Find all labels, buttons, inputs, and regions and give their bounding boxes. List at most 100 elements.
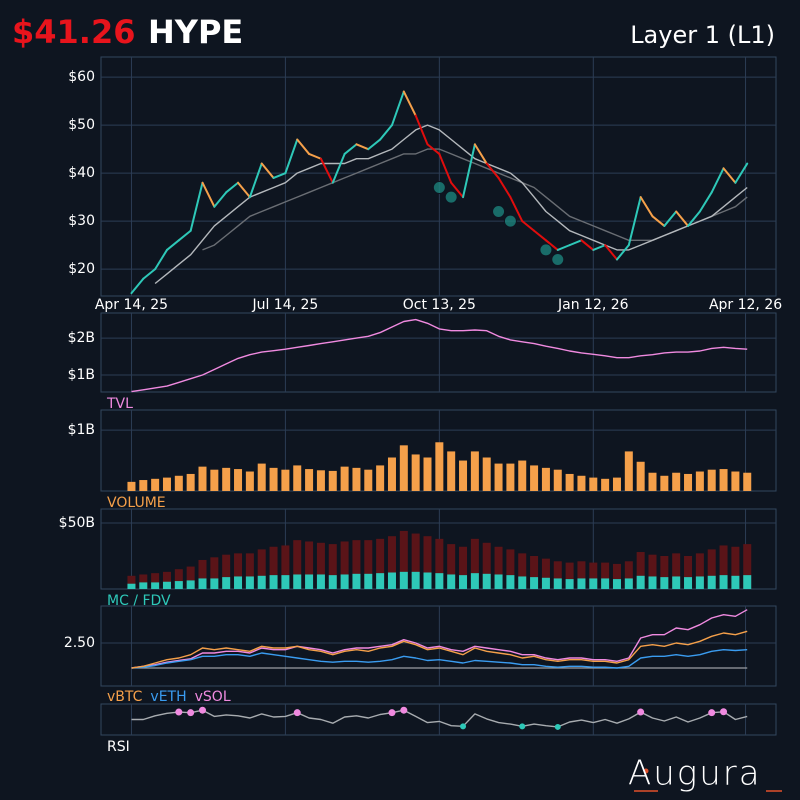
bar xyxy=(672,553,681,589)
bar xyxy=(293,540,302,589)
price-segment xyxy=(165,239,180,251)
price-segment xyxy=(438,152,453,184)
overbought-marker xyxy=(187,709,195,717)
bar xyxy=(601,578,610,589)
price-segment xyxy=(592,244,607,251)
bar xyxy=(352,540,361,589)
panel-frame xyxy=(100,56,777,297)
bar xyxy=(186,566,195,589)
bar xyxy=(328,544,337,589)
bar xyxy=(565,579,574,589)
bar xyxy=(364,573,373,589)
bar xyxy=(648,472,657,491)
series-line xyxy=(154,124,748,285)
x-tick-label: Apr 14, 25 xyxy=(95,297,168,313)
bar xyxy=(589,477,598,491)
y-tick-label: $1B xyxy=(68,422,95,438)
bar xyxy=(684,555,693,589)
price-segment xyxy=(367,138,382,151)
price-segment xyxy=(319,157,334,184)
bar xyxy=(624,451,633,491)
bar xyxy=(577,578,586,589)
overbought-marker xyxy=(400,706,408,714)
signal-marker xyxy=(444,190,458,204)
panel-frame xyxy=(100,703,777,736)
price-segment xyxy=(272,172,287,179)
bar xyxy=(316,574,325,589)
price-segment xyxy=(450,181,465,199)
bar xyxy=(530,577,539,589)
price-segment xyxy=(604,244,618,261)
overbought-marker xyxy=(708,709,716,717)
price-segment xyxy=(675,210,690,227)
price-segment xyxy=(687,210,701,227)
bar xyxy=(612,563,621,589)
bar xyxy=(541,558,550,589)
price-segment xyxy=(177,229,192,242)
bar xyxy=(387,457,396,491)
bar xyxy=(316,542,325,589)
bar xyxy=(672,472,681,491)
y-tick-label: $2B xyxy=(68,330,95,346)
bar xyxy=(612,477,621,491)
bar xyxy=(494,574,503,589)
legend-entry: vSOL xyxy=(195,689,231,705)
bar xyxy=(245,471,254,491)
price-segment xyxy=(663,210,678,227)
bar xyxy=(518,553,527,589)
panel-frame xyxy=(100,312,777,393)
oversold-marker xyxy=(554,723,561,730)
bar xyxy=(423,536,432,589)
bar xyxy=(411,571,420,589)
bar xyxy=(234,469,243,491)
bar xyxy=(198,466,207,491)
price-segment xyxy=(201,181,216,208)
bar xyxy=(305,541,314,589)
price-segment xyxy=(379,124,393,141)
x-tick-label: Apr 12, 26 xyxy=(709,297,782,313)
y-tick-label: 2.50 xyxy=(64,635,95,651)
bar xyxy=(624,561,633,589)
series-line xyxy=(131,709,748,728)
bar xyxy=(636,575,645,589)
bar xyxy=(234,576,243,589)
bar xyxy=(364,540,373,589)
x-tick-label: Oct 13, 25 xyxy=(403,297,476,313)
y-tick-label: $40 xyxy=(68,165,95,181)
signal-marker xyxy=(432,181,446,195)
panel-title: TVL xyxy=(106,396,133,412)
y-tick-label: $60 xyxy=(68,69,95,85)
price-segment xyxy=(390,90,405,127)
panel-frame xyxy=(100,605,777,687)
y-tick-label: $50 xyxy=(68,117,95,133)
bar xyxy=(470,451,479,491)
price-segment xyxy=(237,181,251,199)
bar xyxy=(447,451,456,491)
signal-marker xyxy=(539,243,553,257)
bar xyxy=(376,573,385,589)
bar xyxy=(695,471,704,491)
bar xyxy=(743,544,752,589)
bar xyxy=(340,574,349,589)
bar xyxy=(518,576,527,589)
bar xyxy=(719,575,728,589)
bar xyxy=(340,466,349,491)
price-segment xyxy=(568,239,583,247)
bar xyxy=(151,573,160,589)
bar xyxy=(660,475,669,491)
bar xyxy=(553,561,562,589)
bar xyxy=(743,575,752,589)
bar xyxy=(459,460,468,491)
signal-marker xyxy=(492,205,506,219)
x-tick-label: Jul 14, 25 xyxy=(251,297,318,313)
bar xyxy=(328,470,337,491)
bar xyxy=(435,442,444,491)
bar xyxy=(399,445,408,491)
bar xyxy=(731,575,740,589)
bar xyxy=(565,562,574,589)
price-segment xyxy=(533,229,547,242)
price-segment xyxy=(248,162,263,199)
bar xyxy=(695,576,704,589)
price-segment xyxy=(580,239,595,251)
